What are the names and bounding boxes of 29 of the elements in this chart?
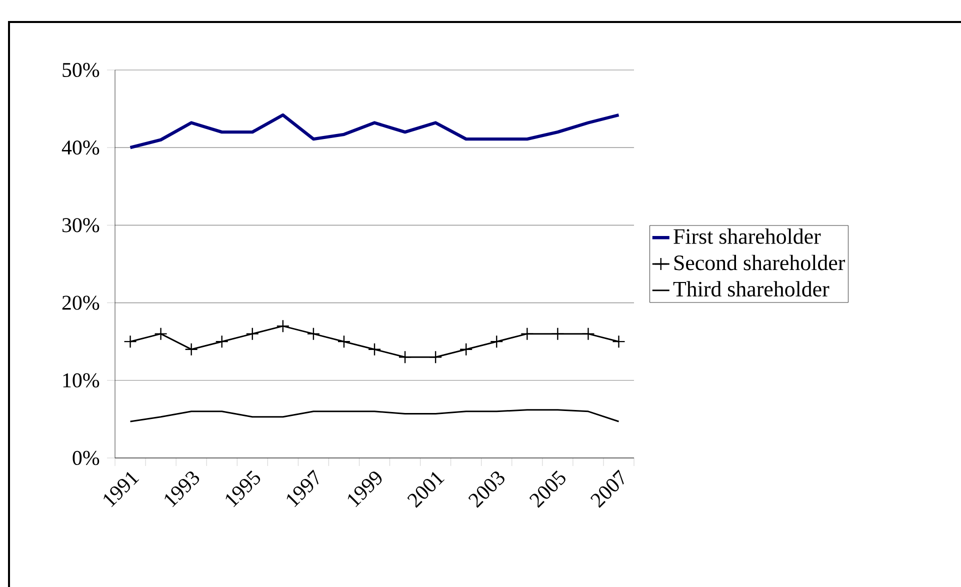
x-tick-label: 1993 (164, 471, 200, 508)
y-tick-label: 0% (72, 450, 100, 466)
point (582, 327, 595, 340)
y-tick-label: 40% (62, 140, 100, 155)
point (154, 327, 168, 340)
point (551, 327, 564, 340)
x-tick-label: 1991 (104, 472, 140, 508)
point (520, 327, 534, 340)
point (184, 342, 198, 356)
point (490, 334, 504, 348)
y-tick-label: 30% (62, 218, 100, 232)
x-tick-label: 1999 (348, 472, 382, 508)
legend-label: Second shareholder (674, 254, 846, 270)
point (246, 327, 259, 340)
point (306, 327, 320, 340)
point (398, 350, 412, 364)
point (276, 319, 290, 333)
point (124, 334, 137, 348)
y-tick-label: 10% (63, 373, 100, 388)
y-tick-label: 50% (62, 62, 100, 78)
point (368, 342, 382, 356)
y-tick-label: 20% (62, 296, 100, 310)
legend-label: First shareholder (674, 228, 821, 244)
point (460, 342, 473, 356)
point (428, 350, 442, 364)
point (612, 334, 626, 348)
point (337, 334, 351, 348)
point (215, 334, 228, 348)
legend-label: Third shareholder (673, 281, 830, 297)
